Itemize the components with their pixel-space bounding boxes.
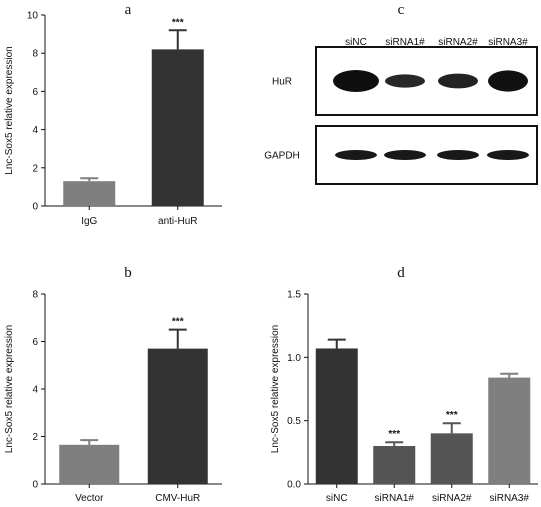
chart-b: 0 2 4 6 8 Lnc-Sox5 relative expression Vector C… (4, 290, 222, 504)
bar (59, 444, 120, 484)
x-tick-label: siRNA2# (432, 493, 472, 504)
y-tick-label: 4 (32, 385, 38, 396)
blot-band (384, 150, 426, 160)
bar (488, 377, 531, 484)
chart-d: 0.0 0.5 1.0 1.5 Lnc-Sox5 relative expression… (270, 290, 538, 504)
panel-label-b: b (124, 265, 132, 281)
bar (373, 446, 416, 484)
lane-label: siRNA1# (385, 37, 425, 48)
panel-label-d: d (397, 265, 405, 281)
y-tick-label: 0.0 (287, 480, 301, 491)
blot-band (335, 150, 377, 160)
x-tick-label: siNC (326, 493, 348, 504)
y-tick-label: 0 (32, 480, 38, 491)
blot-band (437, 150, 479, 160)
y-axis-label: Lnc-Sox5 relative expression (4, 325, 15, 453)
y-tick-label: 1.0 (287, 353, 301, 364)
bar (430, 433, 473, 484)
y-tick-label: 2 (32, 432, 38, 443)
lane-label: siNC (345, 37, 367, 48)
y-tick-label: 2 (32, 163, 38, 174)
significance-label: *** (172, 17, 184, 28)
blot-band (385, 74, 425, 88)
y-tick-label: 6 (32, 87, 38, 98)
bar (151, 49, 204, 206)
lane-label: siRNA2# (438, 37, 478, 48)
panel-label-c: c (398, 2, 405, 18)
significance-label: *** (388, 429, 400, 440)
blot-band (438, 73, 478, 89)
y-tick-label: 4 (32, 125, 38, 136)
blot-band (333, 70, 379, 92)
blot-band (487, 150, 529, 160)
western-blot: siNC siRNA1# siRNA2# siRNA3# HuR GAPDH (264, 37, 538, 185)
x-tick-label: IgG (81, 216, 97, 227)
y-tick-label: 6 (32, 337, 38, 348)
x-tick-label: Vector (75, 493, 104, 504)
bar (63, 181, 116, 206)
x-tick-label: anti-HuR (158, 216, 197, 227)
blot-band (488, 70, 528, 92)
y-tick-label: 0.5 (287, 416, 301, 427)
significance-label: *** (172, 317, 184, 328)
chart-a: 0 2 4 6 8 10 Lnc-Sox5 relative expression IgG an… (4, 11, 222, 227)
blot-row-label: GAPDH (264, 151, 300, 162)
bar (315, 348, 358, 484)
y-axis-label: Lnc-Sox5 relative expression (4, 46, 15, 174)
y-tick-label: 8 (32, 49, 38, 60)
y-axis-label: Lnc-Sox5 relative expression (270, 325, 281, 453)
x-tick-label: siRNA3# (490, 493, 530, 504)
y-tick-label: 0 (32, 202, 38, 213)
bar (147, 348, 208, 484)
x-tick-label: CMV-HuR (155, 493, 200, 504)
x-tick-label: siRNA1# (375, 493, 415, 504)
blot-row-label: HuR (272, 77, 292, 88)
significance-label: *** (446, 410, 458, 421)
y-tick-label: 8 (32, 290, 38, 301)
y-tick-label: 10 (27, 11, 39, 22)
lane-label: siRNA3# (488, 37, 528, 48)
y-tick-label: 1.5 (287, 290, 301, 301)
panel-label-a: a (125, 2, 132, 18)
